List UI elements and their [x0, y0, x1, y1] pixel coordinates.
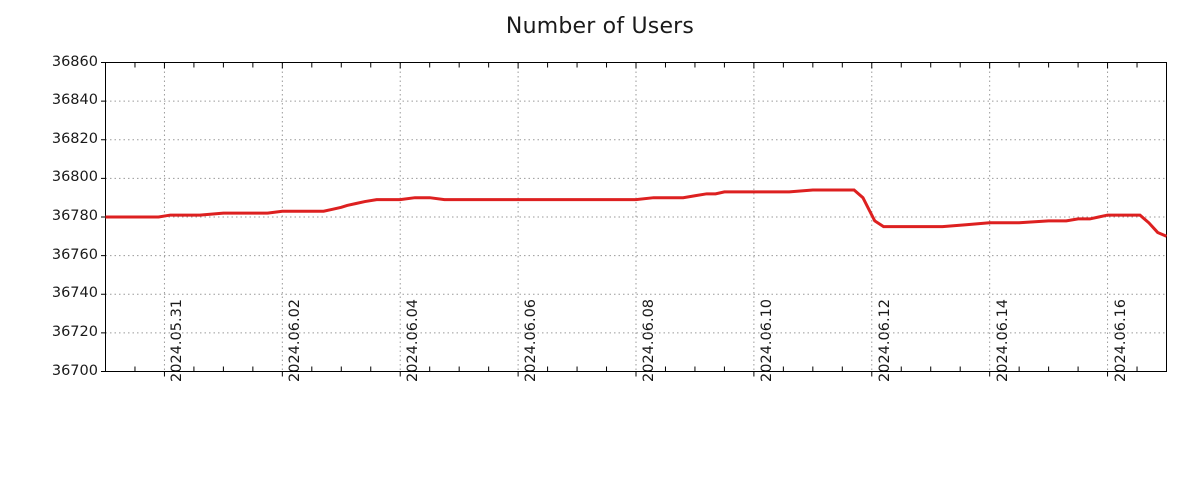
y-axis-tick-label: 36740	[51, 285, 98, 302]
y-axis-tick-label: 36700	[51, 362, 98, 379]
y-axis-tick-labels: 36860 36840 36820 36800 36780 36760 36740 36720…	[0, 0, 98, 500]
y-axis-tick-label: 36720	[51, 323, 98, 340]
y-axis-tick-label: 36820	[51, 130, 98, 147]
y-axis-tick-label: 36760	[51, 246, 98, 263]
y-axis-tick-label: 36840	[51, 92, 98, 109]
chart-title: Number of Users	[505, 14, 695, 39]
y-axis-tick-label: 36800	[51, 169, 98, 186]
gridlines	[105, 62, 1167, 372]
y-axis-tick-label: 36780	[51, 208, 98, 224]
data-line-number-of-users	[105, 188, 1168, 238]
y-axis-tick-label: 36860	[51, 53, 98, 70]
axis-ticks	[101, 62, 1167, 377]
